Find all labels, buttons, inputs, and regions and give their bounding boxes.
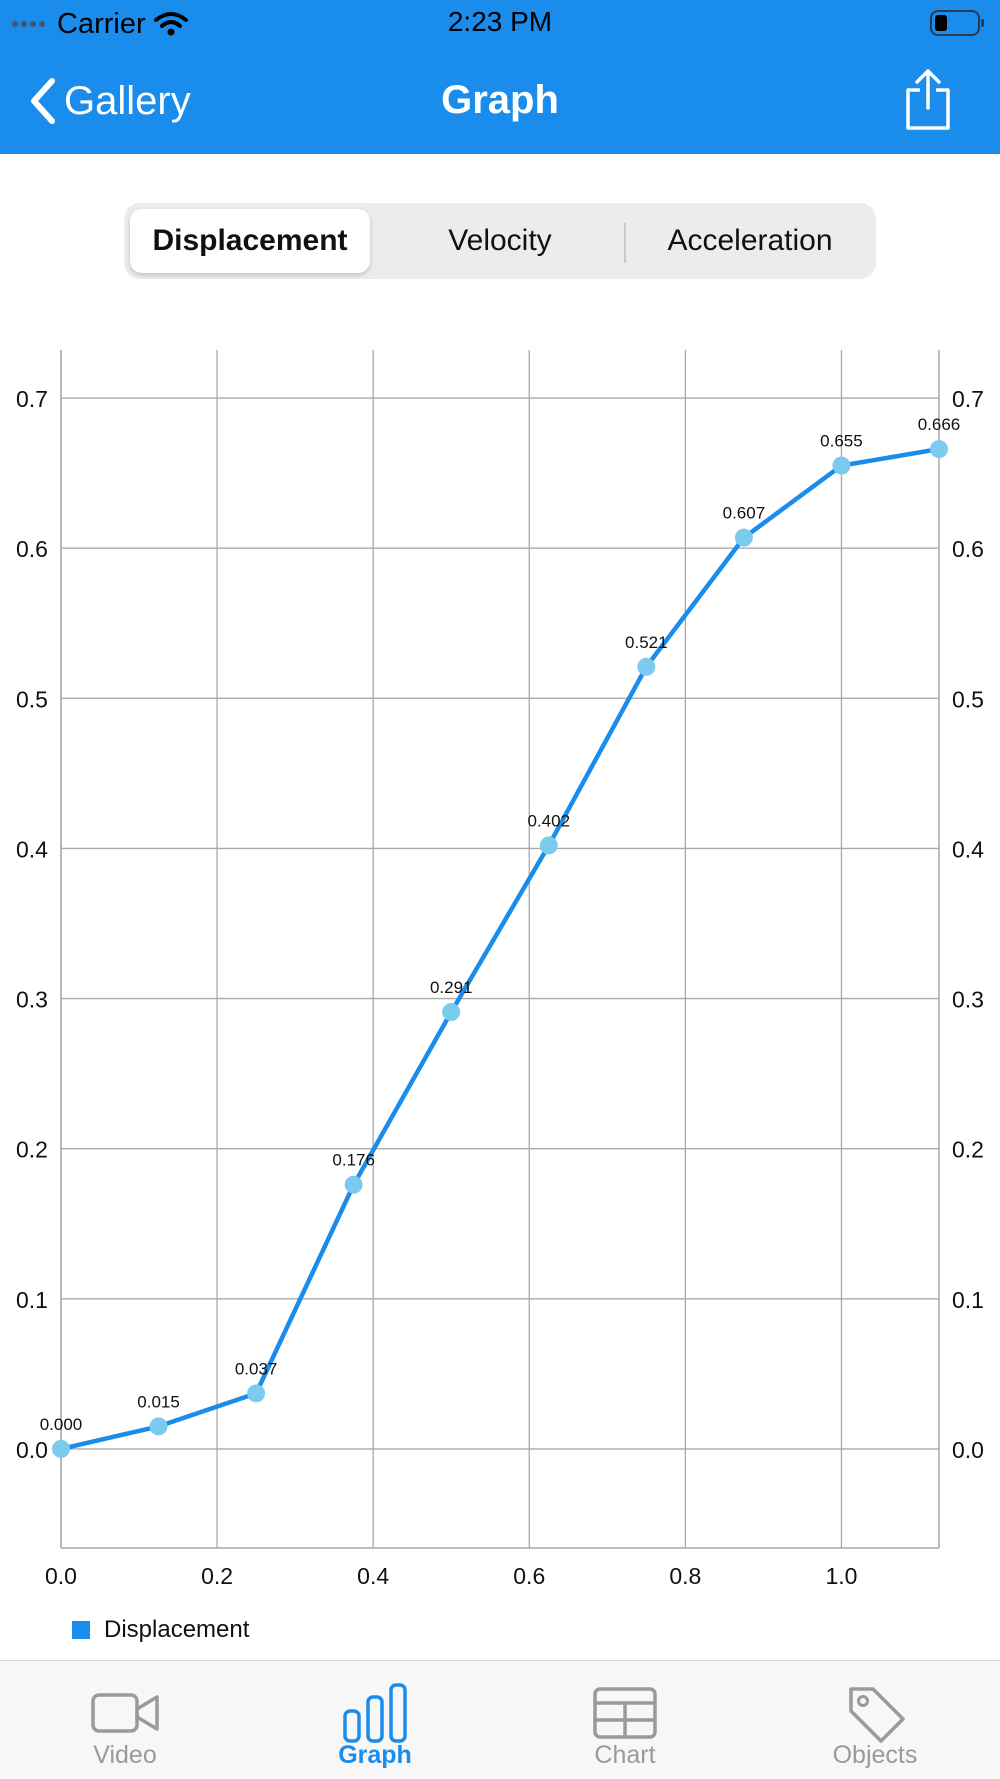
- segment-acceleration[interactable]: Acceleration: [667, 224, 833, 257]
- y-tick-label-right: 0.4: [952, 836, 984, 862]
- y-tick-label-right: 0.7: [952, 386, 984, 412]
- tab-objects[interactable]: Objects: [750, 1661, 1000, 1779]
- data-label: 0.402: [528, 811, 571, 830]
- segment-displacement[interactable]: Displacement: [130, 209, 370, 273]
- y-tick-label-left: 0.7: [16, 386, 48, 412]
- status-bar: Carrier 2:23 PM: [0, 0, 1000, 48]
- data-label: 0.015: [137, 1392, 180, 1411]
- share-icon[interactable]: [902, 68, 954, 132]
- segment-velocity[interactable]: Velocity: [448, 224, 552, 257]
- series-line-displacement: [60, 446, 940, 1452]
- legend-label: Displacement: [104, 1616, 250, 1643]
- video-camera-icon: [91, 1693, 159, 1733]
- y-tick-label-left: 0.3: [16, 987, 48, 1013]
- y-tick-label-right: 0.3: [952, 987, 984, 1013]
- y-tick-label-right: 0.2: [952, 1137, 984, 1163]
- data-point: [539, 836, 558, 855]
- signal-strength-icon: [12, 21, 45, 27]
- data-label: 0.037: [235, 1359, 278, 1378]
- table-icon: [593, 1687, 657, 1739]
- data-label: 0.000: [40, 1415, 83, 1434]
- tab-label: Chart: [594, 1741, 656, 1769]
- y-tick-label-left: 0.4: [16, 836, 48, 862]
- back-button[interactable]: Gallery: [28, 74, 191, 128]
- y-tick-label-right: 0.5: [952, 686, 984, 712]
- bar-chart-icon: [343, 1683, 407, 1743]
- data-point: [442, 1003, 461, 1022]
- x-tick-label: 0.4: [357, 1563, 389, 1589]
- battery-icon: [930, 10, 984, 36]
- data-point: [832, 456, 851, 475]
- data-point: [344, 1175, 363, 1194]
- data-point: [930, 440, 948, 459]
- tab-label: Objects: [832, 1741, 918, 1769]
- status-time: 2:23 PM: [447, 6, 553, 37]
- data-label: 0.655: [820, 432, 863, 451]
- x-tick-label: 0.6: [513, 1563, 545, 1589]
- tab-bar: Video Graph Chart Objects: [0, 1660, 1000, 1779]
- data-label: 0.607: [723, 504, 766, 523]
- y-tick-label-left: 0.5: [16, 686, 48, 712]
- data-label: 0.666: [918, 415, 961, 434]
- data-point: [149, 1417, 168, 1436]
- y-tick-label-left: 0.0: [16, 1437, 48, 1463]
- tab-label: Graph: [338, 1741, 412, 1769]
- tag-icon: [849, 1687, 905, 1743]
- tab-chart[interactable]: Chart: [500, 1661, 750, 1779]
- legend-swatch: [72, 1621, 90, 1639]
- segment-divider: [624, 223, 626, 263]
- data-label: 0.176: [332, 1151, 375, 1170]
- data-point: [734, 528, 753, 547]
- data-point: [247, 1384, 266, 1403]
- navigation-header: Carrier 2:23 PM Gallery Graph: [0, 0, 1000, 154]
- x-tick-label: 1.0: [825, 1563, 857, 1589]
- x-tick-label: 0.2: [201, 1563, 233, 1589]
- nav-bar: Gallery Graph: [0, 56, 1000, 146]
- y-tick-label-left: 0.1: [16, 1287, 48, 1313]
- y-tick-label-right: 0.1: [952, 1287, 984, 1313]
- tab-graph[interactable]: Graph: [250, 1661, 500, 1779]
- displacement-line-chart: 0.0 0.00.1 0.10.2 0.20.3 0.30.4 0.40.5 0.50.6 0…: [16, 350, 984, 1589]
- x-tick-label: 0.0: [45, 1563, 77, 1589]
- graph-type-segmented-control: Displacement Velocity Acceleration: [124, 203, 876, 279]
- tab-label: Video: [93, 1741, 157, 1769]
- data-point: [637, 657, 656, 676]
- data-point: [52, 1439, 70, 1458]
- y-tick-label-left: 0.6: [16, 536, 48, 562]
- data-label: 0.291: [430, 978, 473, 997]
- y-tick-label-right: 0.6: [952, 536, 984, 562]
- y-tick-label-right: 0.0: [952, 1437, 984, 1463]
- chevron-left-icon: [31, 78, 55, 124]
- data-label: 0.521: [625, 633, 668, 652]
- status-left: Carrier: [12, 6, 188, 42]
- tab-video[interactable]: Video: [0, 1661, 250, 1779]
- x-tick-label: 0.8: [669, 1563, 701, 1589]
- chart-legend: Displacement: [72, 1616, 249, 1644]
- y-tick-label-left: 0.2: [16, 1137, 48, 1163]
- back-button-label: Gallery: [64, 78, 191, 123]
- carrier-name: Carrier: [57, 7, 146, 40]
- wifi-icon: [153, 12, 188, 36]
